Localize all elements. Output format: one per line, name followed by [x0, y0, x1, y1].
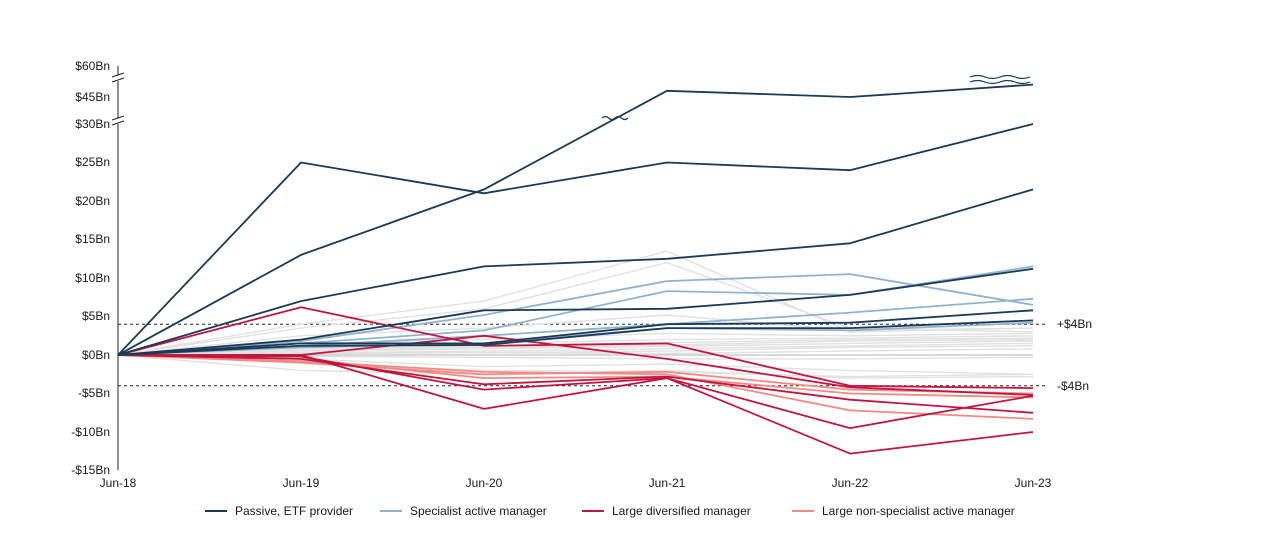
series-line-large-diversified: [118, 354, 1034, 455]
legend-item-large-diversified: Large diversified manager: [582, 504, 751, 518]
legend-label-large-diversified: Large diversified manager: [612, 504, 751, 518]
series-line-large-diversified: [117, 354, 1034, 430]
series-line-passive: [117, 309, 1034, 356]
y-axis-break-mark: [111, 72, 125, 78]
line-chart: +$4Bn -$4Bn $60Bn $45Bn $30Bn $25Bn $20Bn $15Bn…: [71, 59, 1092, 490]
y-tick-label: -$5Bn: [78, 386, 110, 400]
legend-label-large-non-specialist: Large non-specialist active manager: [822, 504, 1015, 518]
y-tick-label: $5Bn: [82, 309, 110, 323]
series-line-passive: [117, 123, 1034, 356]
axis-break-mark: [969, 79, 1031, 85]
axis-break-mark: [969, 74, 1031, 80]
series-line-large-diversified: [118, 334, 1034, 396]
legend-swatch-large-diversified: [582, 510, 604, 512]
y-tick-label: $25Bn: [75, 155, 110, 169]
y-axis-break-mark-gap: [112, 75, 124, 81]
x-tick-label: Jun-20: [466, 476, 503, 490]
series-layer: [117, 74, 1034, 455]
series-line-passive: [117, 319, 1034, 356]
axis-break-mark: [601, 115, 629, 121]
x-tick-label: Jun-23: [1015, 476, 1052, 490]
x-tick-label: Jun-19: [283, 476, 320, 490]
series-line-other: [117, 250, 1034, 356]
label-layer: +$4Bn -$4Bn $60Bn $45Bn $30Bn $25Bn $20Bn $15Bn…: [71, 59, 1092, 490]
x-tick-label: Jun-22: [832, 476, 869, 490]
series-line-specialist: [117, 273, 1034, 356]
y-tick-label: -$15Bn: [71, 463, 110, 477]
axis-layer: [111, 66, 125, 470]
reference-line-label: -$4Bn: [1057, 379, 1089, 393]
y-tick-label: $60Bn: [75, 59, 110, 73]
x-tick-label: Jun-21: [649, 476, 686, 490]
legend-item-passive: Passive, ETF provider: [205, 504, 353, 518]
y-tick-label: -$10Bn: [71, 425, 110, 439]
y-axis-break-mark-gap: [112, 118, 124, 124]
y-tick-label: $30Bn: [75, 117, 110, 131]
y-tick-label: $45Bn: [75, 90, 110, 104]
legend-item-specialist: Specialist active manager: [380, 504, 547, 518]
legend-swatch-large-non-specialist: [792, 510, 814, 512]
series-line-large-diversified: [117, 354, 1034, 414]
series-line-passive: [117, 267, 1034, 356]
x-tick-label: Jun-18: [100, 476, 137, 490]
y-axis-break-mark: [111, 77, 125, 83]
legend-swatch-specialist: [380, 510, 402, 512]
series-line-large-non-specialist: [117, 354, 1034, 395]
legend-label-passive: Passive, ETF provider: [235, 504, 354, 518]
reference-line-label: +$4Bn: [1057, 317, 1092, 331]
y-tick-label: $0Bn: [82, 348, 110, 362]
series-line-other: [117, 348, 1034, 356]
y-axis-break-mark: [111, 115, 125, 121]
legend-item-large-non-specialist: Large non-specialist active manager: [792, 504, 1015, 518]
y-axis-break-mark: [111, 120, 125, 126]
legend-label-specialist: Specialist active manager: [410, 504, 547, 518]
series-line-passive: [117, 83, 1034, 356]
series-line-large-diversified: [117, 306, 1034, 389]
y-tick-label: $20Bn: [75, 194, 110, 208]
series-line-passive: [117, 188, 1034, 356]
legend-swatch-passive: [205, 510, 227, 512]
chart-legend: Passive, ETF provider Specialist active …: [0, 504, 1279, 528]
y-tick-label: $15Bn: [75, 232, 110, 246]
y-tick-label: $10Bn: [75, 271, 110, 285]
